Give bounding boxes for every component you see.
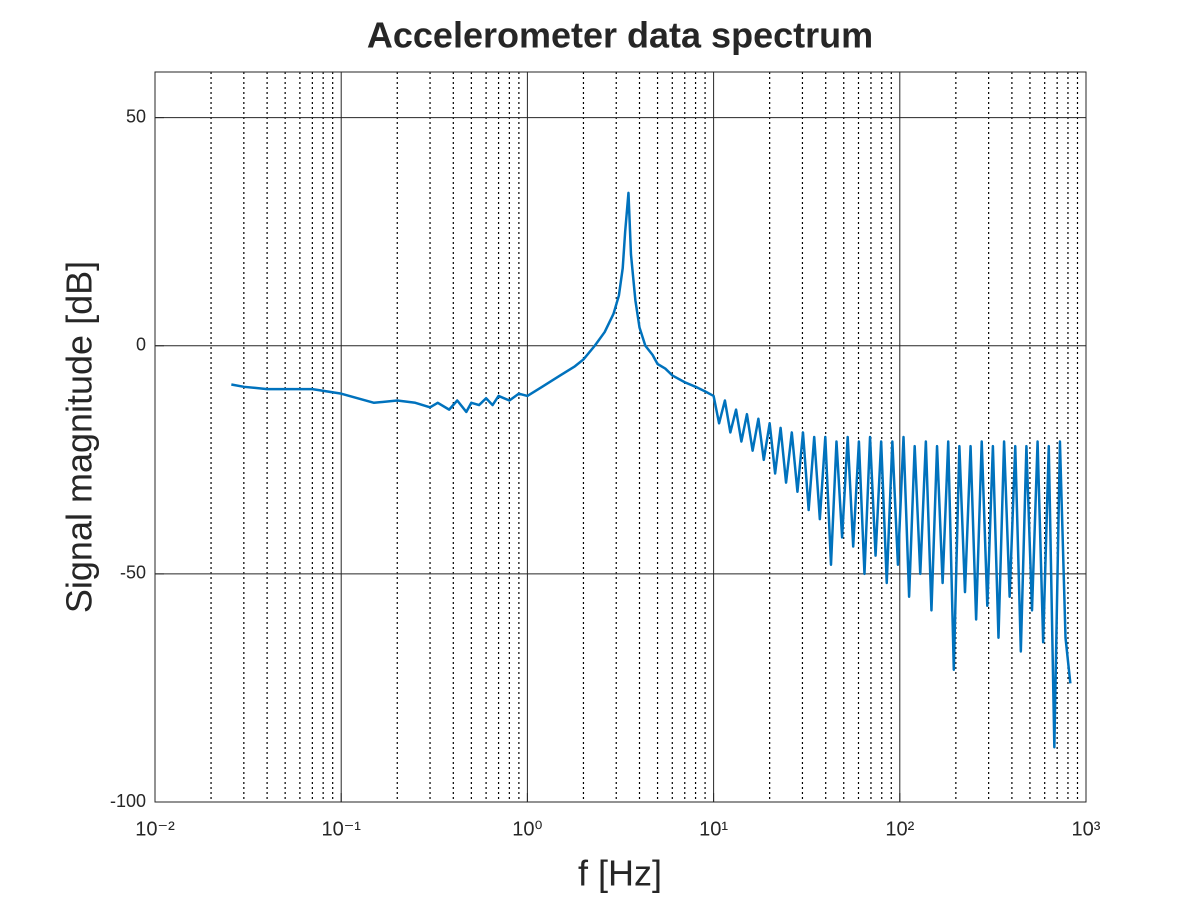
x-axis-label: f [Hz] (578, 853, 662, 894)
ticks: 10⁻² 10⁻¹ 10⁰ 10¹ 10² 10³ -100 -50 0 50 (110, 106, 1101, 840)
y-tick-label: 50 (126, 106, 146, 126)
x-tick-label: 10⁰ (512, 818, 542, 840)
grid (154, 72, 1087, 803)
y-tick-label: -50 (120, 563, 146, 583)
x-tick-label: 10⁻² (135, 818, 175, 840)
y-axis-label: Signal magnitude [dB] (59, 261, 100, 613)
chart-title: Accelerometer data spectrum (367, 15, 873, 56)
marks (231, 191, 1072, 749)
y-tick-label: -100 (110, 791, 146, 811)
x-tick-label: 10¹ (699, 818, 728, 840)
x-tick-label: 10⁻¹ (321, 818, 361, 840)
spectrum-line (231, 191, 1072, 749)
x-tick-label: 10³ (1072, 818, 1101, 840)
plot-area (155, 72, 1086, 802)
plot-frame (154, 71, 1087, 803)
x-tick-label: 10² (885, 818, 914, 840)
y-tick-label: 0 (136, 335, 146, 355)
